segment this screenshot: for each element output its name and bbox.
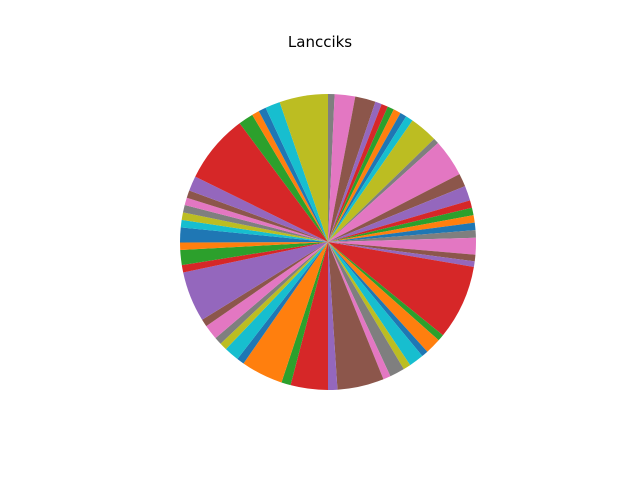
pie-slice-7: [328, 109, 401, 243]
pie-slice-27: [328, 242, 423, 366]
pie-slice-1: [328, 94, 335, 242]
pie-slice-2: [328, 94, 356, 243]
pie-slice-25: [328, 242, 439, 352]
pie-slice-51: [186, 190, 328, 242]
pie-slice-26: [328, 242, 428, 357]
pie-slice-30: [328, 242, 391, 380]
pie-slice-36: [237, 242, 328, 364]
pie-slice-11: [328, 138, 439, 242]
pie-slice-19: [328, 230, 476, 242]
pie-slice-42: [183, 242, 328, 320]
pie-slice-38: [220, 242, 328, 350]
pie-slice-43: [181, 242, 328, 273]
pie-slice-14: [328, 186, 471, 242]
pie-slice-16: [328, 207, 474, 242]
pie-slice-6: [328, 106, 394, 243]
pie-slice-22: [328, 242, 475, 267]
pie-slice-57: [265, 102, 328, 243]
pie-slice-12: [328, 143, 460, 242]
pie-slice-55: [252, 111, 328, 242]
pie-slice-48: [181, 212, 328, 242]
pie-slice-35: [243, 242, 328, 383]
chart-title: Lancciks: [287, 33, 353, 51]
pie-slice-20: [328, 237, 477, 255]
pie-slice-46: [179, 227, 328, 243]
pie-slice-17: [328, 215, 475, 242]
pie-slice-49: [183, 204, 328, 242]
pie-slice-29: [328, 242, 404, 377]
pie-slice-33: [290, 242, 328, 390]
pie-slice-54: [239, 114, 328, 242]
pie-slice-34: [281, 242, 328, 386]
pie-slice-18: [328, 222, 476, 242]
pie-slice-10: [328, 120, 435, 242]
pie-slice-24: [328, 242, 443, 341]
pie-slice-3: [328, 96, 376, 242]
pie-slice-5: [328, 104, 388, 242]
pie-slice-52: [189, 176, 328, 242]
pie-slice-4: [328, 101, 382, 242]
pie-slice-58: [279, 94, 328, 242]
pie-slice-45: [180, 242, 328, 251]
pie-slice-39: [215, 242, 328, 344]
pie-slice-40: [206, 242, 328, 339]
pie-slice-44: [180, 242, 328, 266]
pie-slice-47: [180, 219, 328, 242]
pie-slice-31: [328, 242, 384, 390]
pie-slice-41: [202, 242, 328, 327]
pie-slice-23: [328, 242, 474, 336]
pie-slice-15: [328, 200, 472, 242]
pie-slice-9: [328, 116, 413, 242]
pie-slice-37: [225, 242, 328, 360]
pie-slice-56: [258, 107, 328, 242]
pie-slice-50: [184, 197, 328, 242]
pie-slice-21: [328, 242, 476, 262]
pie-slice-28: [328, 242, 411, 370]
pie-slice-13: [328, 174, 466, 242]
pie-slice-32: [328, 242, 338, 390]
pie-slice-53: [195, 123, 328, 242]
pie-slice-8: [328, 112, 407, 242]
